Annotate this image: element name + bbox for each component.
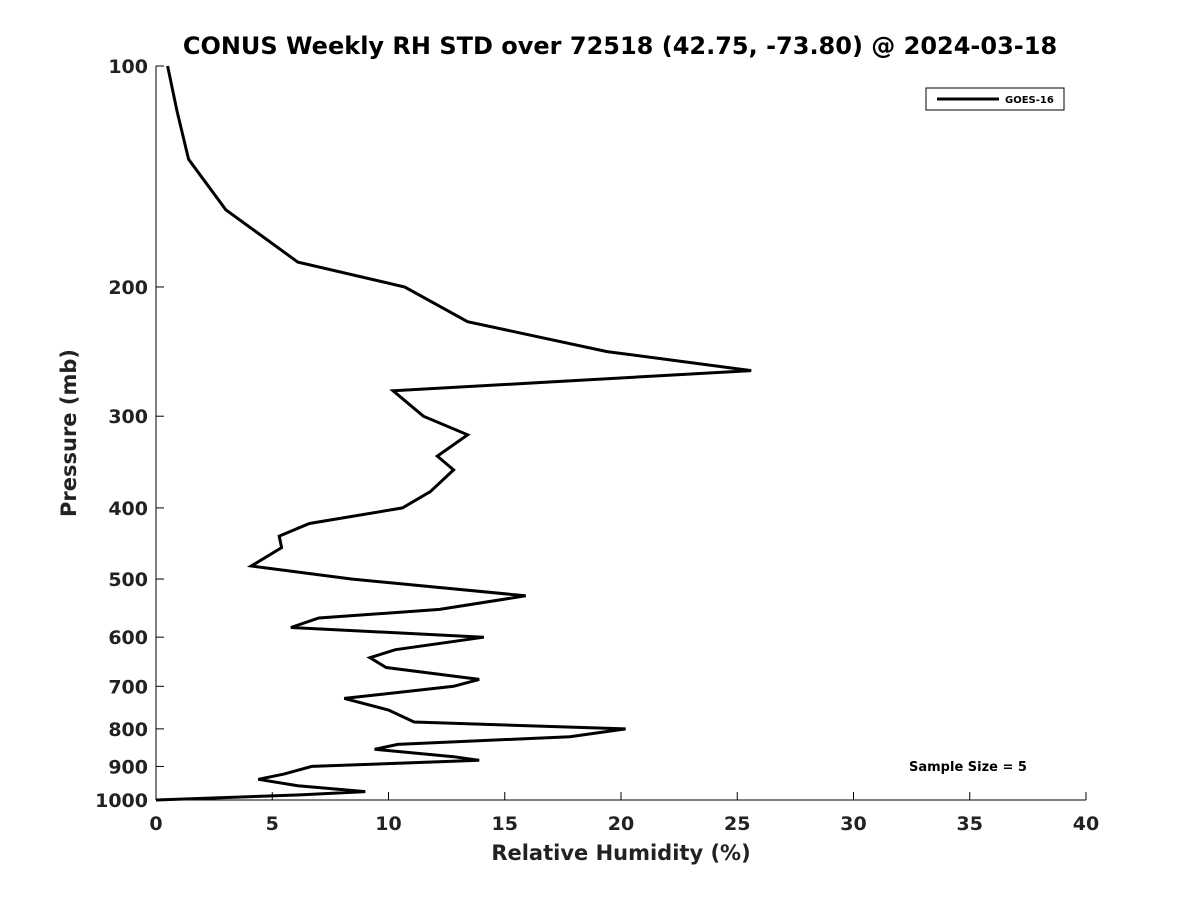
chart-title: CONUS Weekly RH STD over 72518 (42.75, -… [183,32,1057,60]
y-ticks: 100 200 300 400 500 600 700 800 900 1000 [95,56,164,812]
x-tick-label: 30 [840,813,866,835]
y-tick-label: 100 [108,56,148,78]
plot-area [155,66,1086,801]
x-tick-label: 0 [149,813,162,835]
y-tick-label: 1000 [95,790,148,812]
y-tick-label: 700 [108,676,148,698]
y-tick-label: 400 [108,498,148,520]
series-line-goes-16[interactable] [155,65,752,802]
legend[interactable]: GOES-16 [925,87,1065,111]
x-tick-label: 5 [266,813,279,835]
sample-size-annotation: Sample Size = 5 [909,760,1027,775]
x-tick-label: 15 [492,813,518,835]
y-tick-label: 600 [108,627,148,649]
x-tick-label: 20 [608,813,634,835]
y-tick-label: 900 [108,756,148,778]
legend-entry-goes-16: GOES-16 [1005,95,1054,106]
x-tick-label: 10 [375,813,401,835]
series-layer [155,65,752,802]
x-ticks: 0 5 10 15 20 25 30 35 40 [149,792,1099,835]
y-tick-label: 800 [108,719,148,741]
x-tick-label: 25 [724,813,750,835]
y-tick-label: 300 [108,406,148,428]
y-tick-label: 500 [108,569,148,591]
y-axis-label: Pressure (mb) [57,349,81,517]
y-tick-label: 200 [108,277,148,299]
x-axis-label: Relative Humidity (%) [491,841,750,865]
x-tick-label: 35 [957,813,983,835]
x-tick-label: 40 [1073,813,1099,835]
